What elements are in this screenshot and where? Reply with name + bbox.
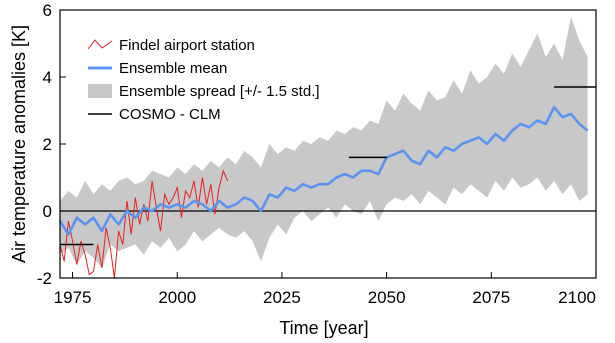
y-tick-label: -2 [37,269,52,288]
y-tick-label: 6 [43,1,52,20]
ensemble-spread-layer [60,16,588,268]
legend: Findel airport station Ensemble mean Ensem… [87,37,320,123]
y-tick-label: 4 [43,68,52,87]
legend-mean-label: Ensemble mean [119,60,227,77]
y-tick-label: 2 [43,135,52,154]
y-tick-label: 0 [43,202,52,221]
x-tick-label: 2075 [472,288,510,307]
legend-spread-label: Ensemble spread [+/- 1.5 std.] [119,83,320,100]
axis-ticks: 1975 2000 2025 2050 2075 2100 -2 0 2 4 6 [37,1,597,307]
x-tick-label: 2025 [263,288,301,307]
station-series-line [59,169,228,279]
x-axis-title: Time [year] [279,318,368,338]
legend-cosmo-label: COSMO - CLM [119,106,221,123]
x-tick-label: 2100 [558,288,596,307]
x-tick-label: 1975 [54,288,92,307]
x-tick-label: 2050 [368,288,406,307]
y-axis-title: Air temperature anomalies [K] [9,25,29,263]
legend-spread-swatch [88,84,112,98]
legend-station-swatch [87,39,113,50]
ensemble-mean-line [58,105,589,236]
ensemble-mean-layer [58,105,589,236]
ensemble-spread-area [60,16,588,268]
cosmo-clm-layer [60,86,596,246]
station-series-layer [59,169,228,279]
legend-station-label: Findel airport station [119,37,255,54]
x-tick-label: 2000 [158,288,196,307]
